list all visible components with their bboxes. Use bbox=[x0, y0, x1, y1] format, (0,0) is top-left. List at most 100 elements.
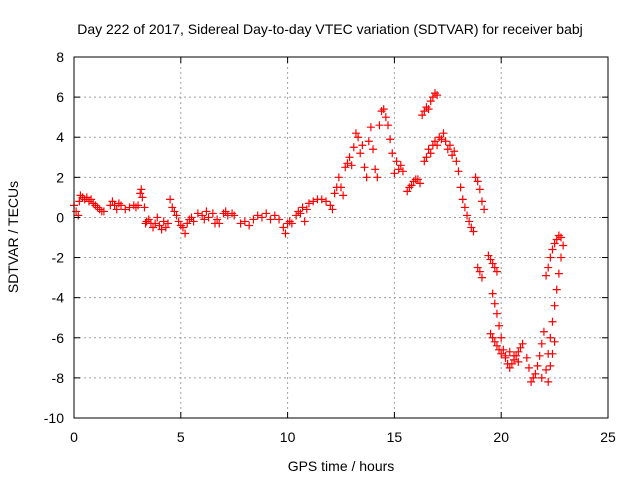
data-point bbox=[183, 219, 192, 228]
data-point bbox=[428, 93, 437, 102]
data-point bbox=[144, 215, 153, 224]
data-point bbox=[552, 235, 561, 244]
data-point bbox=[460, 203, 469, 212]
data-point bbox=[477, 273, 486, 282]
data-point bbox=[142, 217, 151, 226]
data-point bbox=[495, 345, 504, 354]
data-point bbox=[279, 223, 288, 232]
data-point bbox=[345, 153, 354, 162]
data-point bbox=[430, 89, 439, 98]
data-point bbox=[219, 209, 228, 218]
data-point bbox=[484, 251, 493, 260]
data-point bbox=[75, 197, 84, 206]
data-point bbox=[535, 351, 544, 360]
data-point bbox=[433, 141, 442, 150]
data-point bbox=[546, 361, 555, 370]
data-point bbox=[456, 183, 465, 192]
x-tick-label: 20 bbox=[493, 429, 509, 445]
data-point bbox=[550, 337, 559, 346]
data-point bbox=[108, 197, 117, 206]
plot-frame bbox=[73, 56, 609, 419]
data-point bbox=[388, 149, 397, 158]
data-point bbox=[322, 197, 331, 206]
data-point bbox=[166, 195, 175, 204]
data-points bbox=[70, 89, 568, 386]
y-tick-label: -6 bbox=[52, 330, 65, 346]
data-point bbox=[492, 267, 501, 276]
data-point bbox=[527, 377, 536, 386]
data-point bbox=[245, 221, 254, 230]
data-point bbox=[178, 223, 187, 232]
data-point bbox=[542, 271, 551, 280]
data-point bbox=[475, 185, 484, 194]
data-point bbox=[253, 211, 262, 220]
data-point bbox=[501, 351, 510, 360]
data-point bbox=[373, 173, 382, 182]
data-point bbox=[557, 233, 566, 242]
data-point bbox=[486, 255, 495, 264]
data-point bbox=[362, 173, 371, 182]
data-point bbox=[292, 211, 301, 220]
data-point bbox=[422, 153, 431, 162]
data-point bbox=[84, 197, 93, 206]
data-point bbox=[161, 223, 170, 232]
data-point bbox=[82, 193, 91, 202]
data-point bbox=[136, 189, 145, 198]
data-point bbox=[441, 137, 450, 146]
data-point bbox=[439, 129, 448, 138]
data-point bbox=[287, 219, 296, 228]
data-point bbox=[377, 107, 386, 116]
data-point bbox=[281, 229, 290, 238]
data-point bbox=[531, 369, 540, 378]
data-point bbox=[208, 209, 217, 218]
data-point bbox=[490, 337, 499, 346]
data-point bbox=[467, 223, 476, 232]
data-point bbox=[420, 157, 429, 166]
data-point bbox=[112, 205, 121, 214]
data-point bbox=[557, 253, 566, 262]
data-point bbox=[398, 167, 407, 176]
data-point bbox=[505, 363, 514, 372]
data-point bbox=[497, 349, 506, 358]
data-point bbox=[510, 351, 519, 360]
data-point bbox=[533, 361, 542, 370]
data-point bbox=[91, 201, 100, 210]
data-point bbox=[202, 207, 211, 216]
data-point bbox=[448, 151, 457, 160]
data-point bbox=[230, 211, 239, 220]
data-point bbox=[514, 357, 523, 366]
data-point bbox=[249, 215, 258, 224]
data-point bbox=[426, 97, 435, 106]
y-tick-label: 6 bbox=[56, 89, 64, 105]
data-point bbox=[172, 211, 181, 220]
data-point bbox=[492, 309, 501, 318]
data-point bbox=[546, 333, 555, 342]
data-point bbox=[548, 245, 557, 254]
data-point bbox=[405, 183, 414, 192]
data-point bbox=[550, 301, 559, 310]
data-point bbox=[529, 373, 538, 382]
data-point bbox=[548, 349, 557, 358]
y-axis-label: SDTVAR / TECUs bbox=[5, 181, 21, 293]
data-point bbox=[309, 197, 318, 206]
data-point bbox=[87, 195, 96, 204]
data-point bbox=[413, 175, 422, 184]
data-point bbox=[170, 207, 179, 216]
data-point bbox=[339, 191, 348, 200]
data-point bbox=[390, 169, 399, 178]
y-tick-label: 8 bbox=[56, 49, 64, 65]
data-point bbox=[326, 201, 335, 210]
data-point bbox=[458, 195, 467, 204]
y-tick-label: 0 bbox=[56, 209, 64, 225]
y-tick-label: 4 bbox=[56, 129, 64, 145]
data-point bbox=[99, 207, 108, 216]
data-point bbox=[275, 215, 284, 224]
data-point bbox=[163, 219, 172, 228]
data-point bbox=[544, 377, 553, 386]
data-point bbox=[341, 163, 350, 172]
chart-title: Day 222 of 2017, Sidereal Day-to-day VTE… bbox=[77, 21, 583, 37]
data-point bbox=[516, 343, 525, 352]
data-point bbox=[358, 141, 367, 150]
data-point bbox=[492, 341, 501, 350]
x-tick-label: 10 bbox=[280, 429, 296, 445]
